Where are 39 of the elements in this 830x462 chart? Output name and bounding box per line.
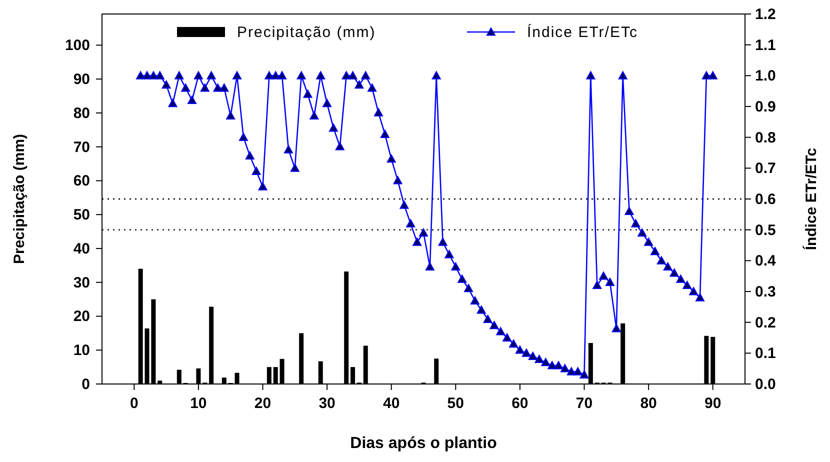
- y-tick-label: 40: [73, 240, 90, 258]
- y-tick-label: 80: [73, 104, 90, 122]
- y2-tick-label: 0.3: [755, 284, 776, 300]
- y2-tick-label: 0.8: [755, 129, 776, 146]
- y-tick-label: 30: [73, 274, 90, 292]
- y2-tick-label: 0.5: [755, 222, 776, 239]
- y2-tick-label: 1.1: [755, 36, 776, 54]
- y-tick-label: 50: [73, 206, 90, 224]
- y-tick-label: 10: [73, 342, 90, 360]
- y2-tick-label: 0.2: [755, 314, 776, 332]
- y-axis-title: Precipitação (mm): [11, 134, 28, 264]
- y2-tick-label: 1.2: [755, 6, 776, 23]
- x-tick-label: 30: [318, 395, 336, 412]
- x-tick-label: 60: [512, 395, 528, 412]
- x-axis-title: Dias após o plantio: [350, 435, 498, 452]
- legend-label: Índice ETr/ETc: [527, 23, 638, 41]
- x-tick-label: 40: [383, 395, 400, 412]
- x-tick-label: 70: [576, 395, 593, 412]
- y2-tick-label: 0.7: [755, 160, 776, 178]
- y-tick-label: 90: [73, 71, 90, 88]
- y2-tick-label: 0.0: [755, 376, 776, 393]
- y2-tick-label: 0.1: [755, 345, 776, 362]
- y2-axis-title: Índice ETr/ETc: [802, 148, 820, 250]
- x-tick-label: 80: [640, 395, 657, 412]
- legend-label: Precipitação (mm): [237, 24, 376, 41]
- x-tick-label: 0: [130, 395, 138, 412]
- x-tick-label: 50: [447, 395, 464, 412]
- y2-tick-label: 1.0: [755, 68, 776, 85]
- y-tick-label: 20: [73, 308, 90, 326]
- x-tick-label: 20: [254, 395, 272, 412]
- y2-tick-label: 0.4: [755, 252, 777, 270]
- y-tick-label: 100: [64, 37, 90, 54]
- y2-tick-label: 0.6: [755, 191, 776, 208]
- x-tick-label: 90: [704, 395, 722, 412]
- x-tick-label: 10: [190, 395, 207, 412]
- y-tick-label: 60: [73, 172, 90, 190]
- y-tick-label: 0: [82, 376, 90, 393]
- y-tick-label: 70: [73, 138, 90, 156]
- y2-tick-label: 0.9: [755, 98, 776, 116]
